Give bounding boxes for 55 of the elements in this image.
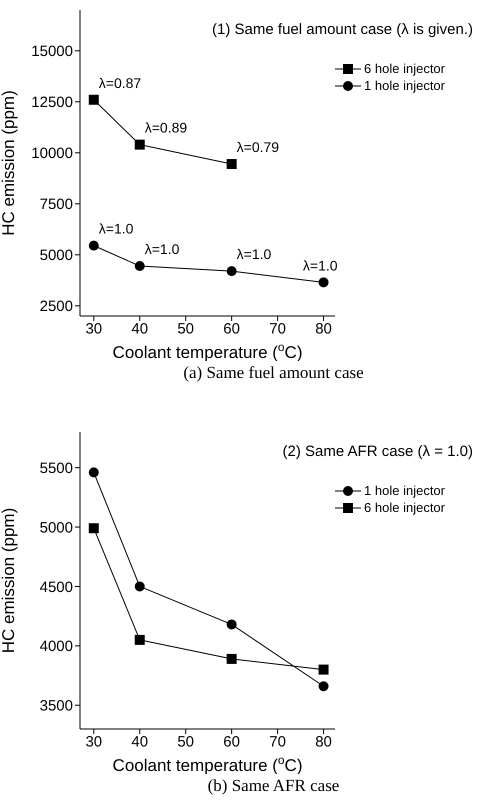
annotation: λ=1.0 (98, 220, 134, 237)
annotation: λ=1.0 (236, 246, 272, 262)
point (134, 140, 145, 150)
point (226, 266, 237, 276)
text: (1) Same fuel amount case (λ is given.) (212, 21, 473, 38)
point (226, 159, 237, 170)
annotation: λ=1.0 (144, 241, 180, 258)
y-tick-label: 4000 (40, 638, 73, 656)
annotation: λ=0.79 (236, 139, 280, 156)
y-tick-label: 5000 (40, 519, 73, 536)
x-tick-label: 40 (131, 734, 148, 751)
point (88, 467, 99, 478)
text: (b) Same AFR case (206, 776, 340, 796)
point (134, 634, 145, 645)
y-tick-label: 3500 (40, 698, 73, 715)
point (226, 654, 237, 664)
annotation: λ=0.89 (144, 120, 188, 136)
y-tick-label: 4500 (40, 578, 73, 596)
y-axis-title: HC emission (ppm) (0, 90, 18, 236)
point (134, 581, 145, 592)
x-tick-label: 70 (269, 734, 286, 751)
point (318, 664, 329, 675)
x-tick-label: 60 (223, 320, 240, 338)
x-tick-label: 50 (177, 320, 194, 338)
x-tick-label: 30 (85, 320, 102, 338)
legend-label: 6 hole injector (364, 499, 445, 516)
x-tick-label: 30 (85, 734, 102, 751)
point (88, 94, 99, 105)
legend-label: 1 hole injector (364, 77, 445, 94)
y-tick-label: 15000 (31, 43, 73, 60)
x-tick-label: 60 (223, 734, 240, 751)
x-tick-label: 80 (315, 320, 332, 338)
y-tick-label: 10000 (31, 145, 73, 162)
x-tick-label: 70 (269, 320, 286, 338)
annotation: λ=1.0 (302, 257, 338, 274)
y-tick-label: 2500 (40, 298, 73, 316)
point (318, 681, 329, 692)
point (88, 240, 99, 251)
x-tick-label: 50 (177, 734, 194, 751)
annotation: λ=0.87 (98, 74, 142, 91)
point (134, 261, 145, 272)
x-tick-label: 80 (315, 734, 332, 751)
y-tick-label: 5500 (40, 460, 73, 477)
legend-label: 1 hole injector (364, 482, 445, 499)
y-axis-title: HC emission (ppm) (0, 508, 18, 654)
y-tick-label: 7500 (40, 196, 73, 214)
y-tick-label: 12500 (31, 94, 73, 112)
point (226, 619, 237, 630)
text: (a) Same fuel amount case (182, 363, 365, 383)
point (88, 523, 99, 534)
x-tick-label: 40 (131, 320, 148, 338)
point (318, 277, 329, 288)
text: (2) Same AFR case (λ = 1.0) (282, 443, 473, 460)
legend-label: 6 hole injector (364, 60, 445, 77)
y-tick-label: 5000 (40, 247, 73, 264)
